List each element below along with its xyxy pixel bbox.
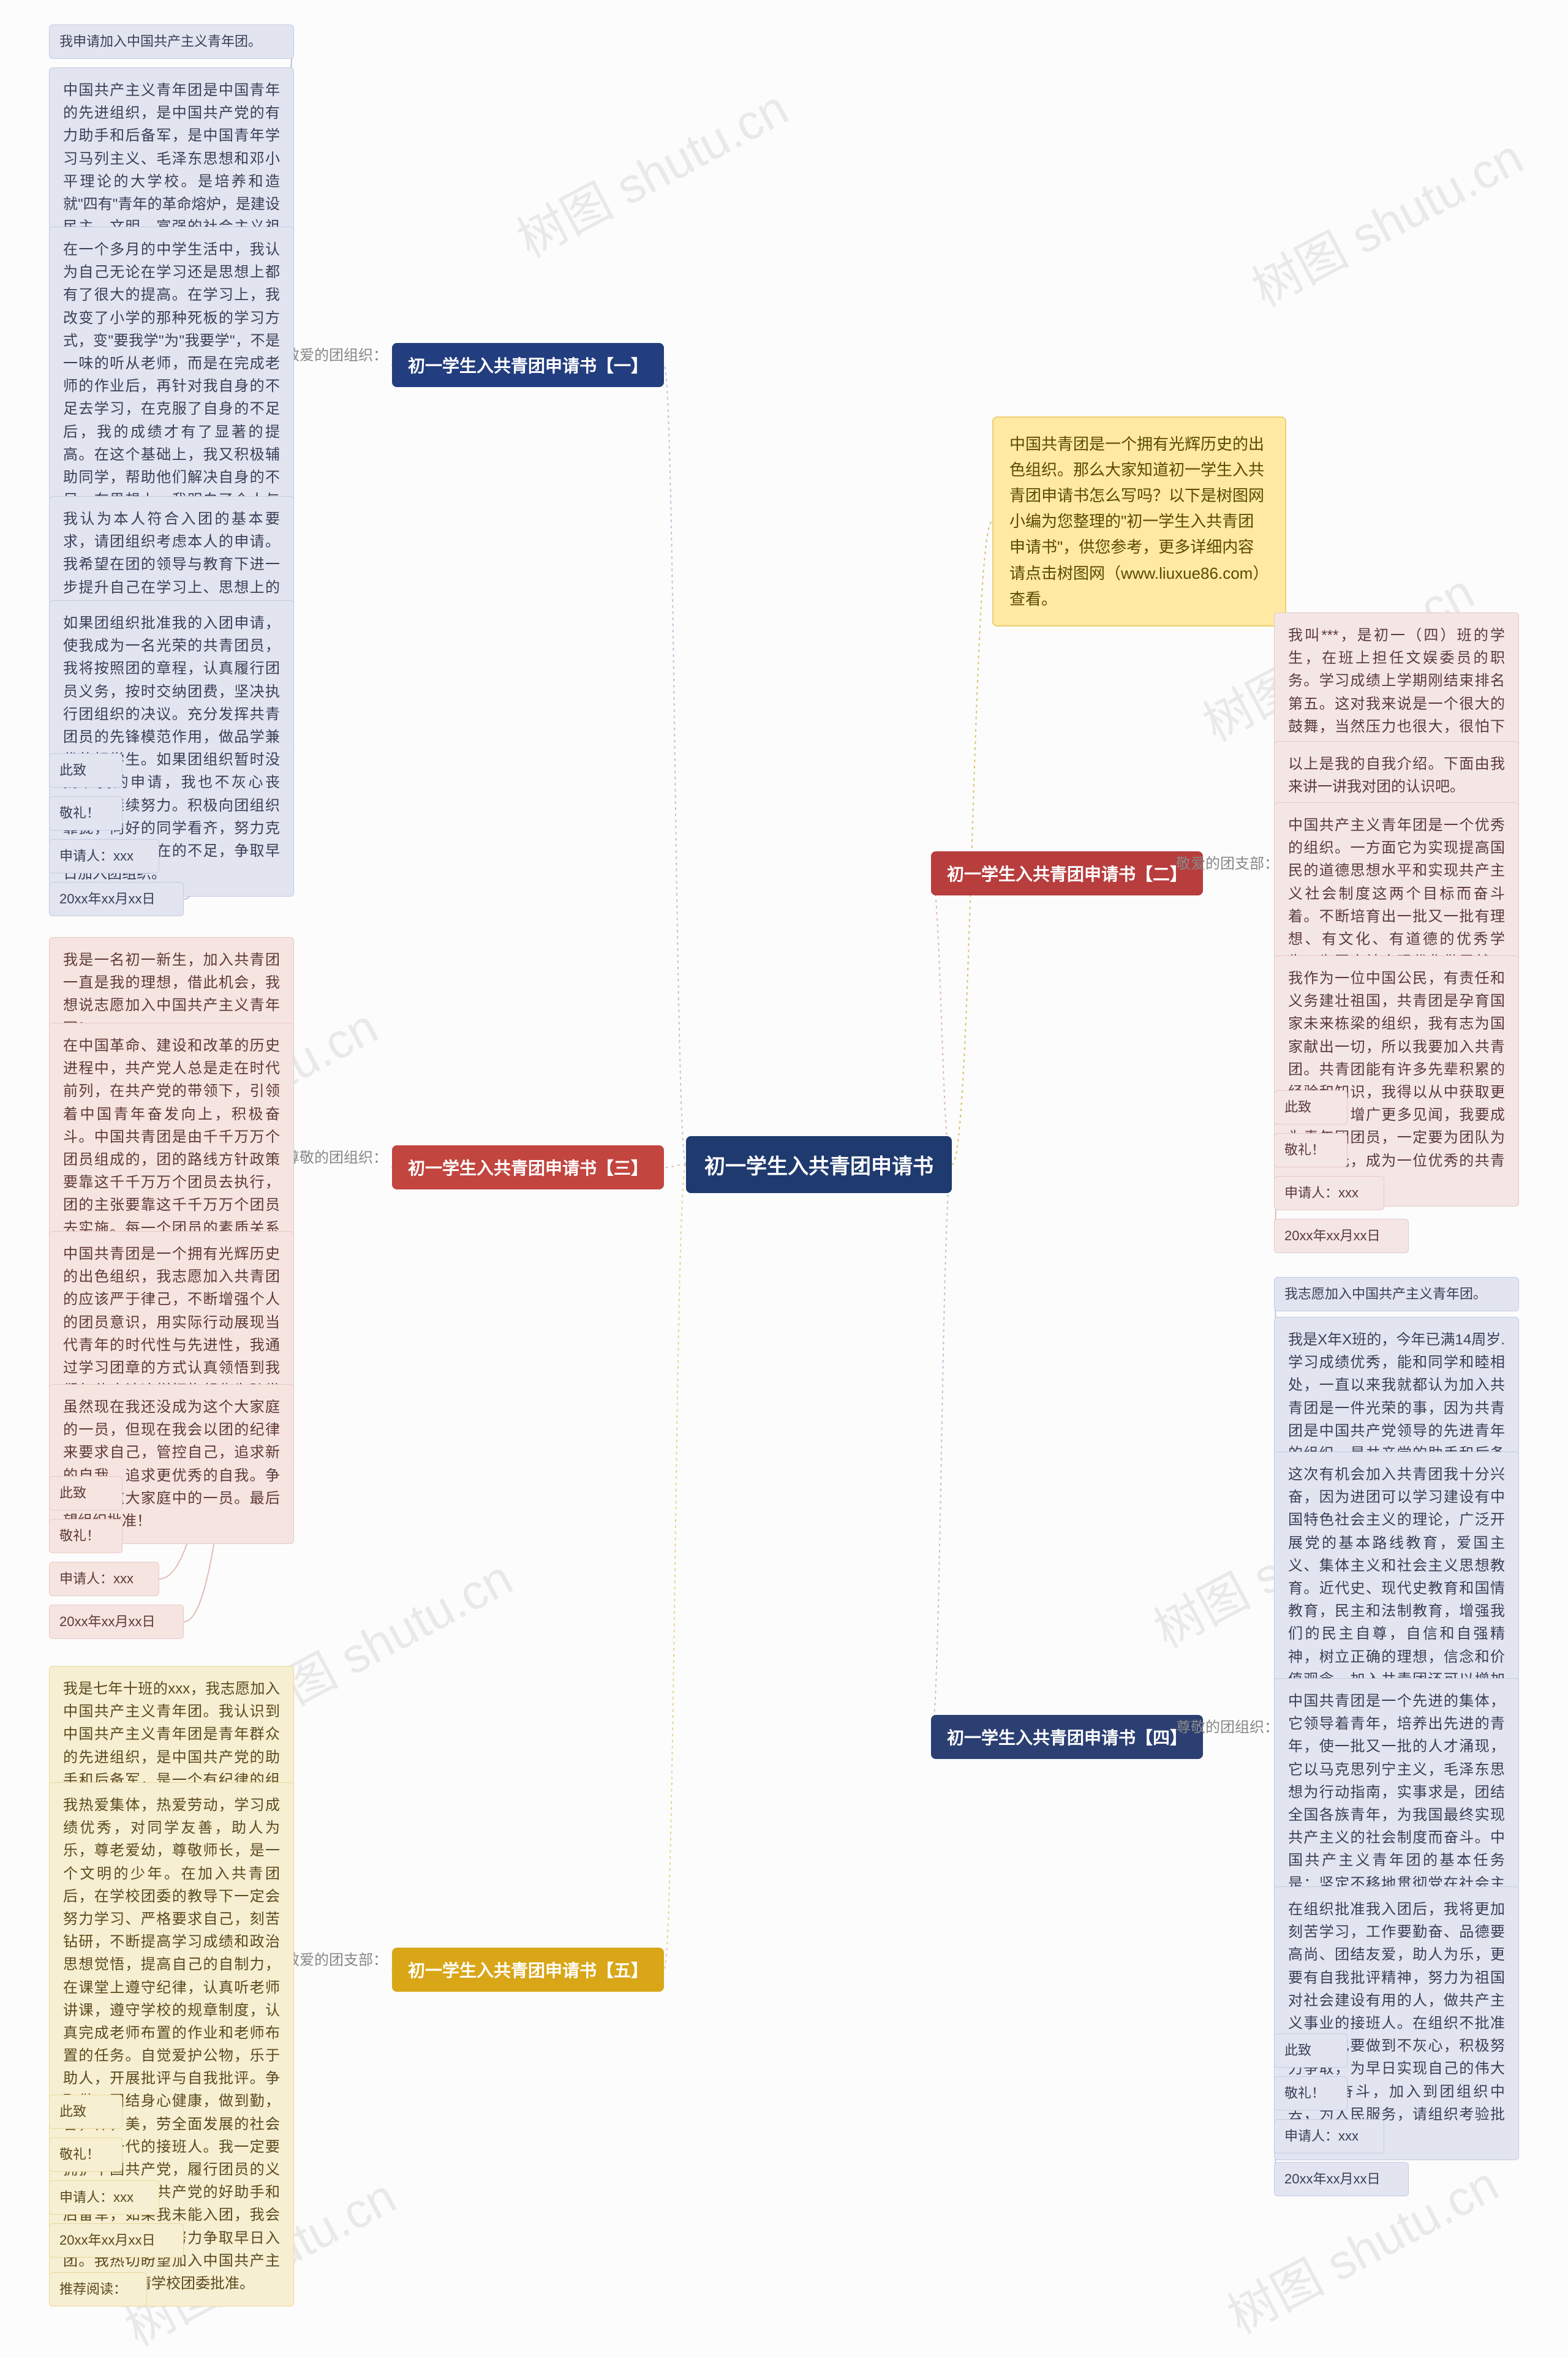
leaf-node: 20xx年xx月xx日 <box>49 882 184 916</box>
leaf-node: 敬礼！ <box>1274 1133 1348 1167</box>
leaf-node: 敬礼！ <box>1274 2076 1348 2111</box>
watermark: 树图 shutu.cn <box>503 69 798 271</box>
leaf-node: 推荐阅读： <box>49 2272 147 2307</box>
leaf-node: 此致 <box>49 2095 123 2129</box>
leaf-node: 我志愿加入中国共产主义青年团。 <box>1274 1277 1519 1311</box>
leaf-node: 此致 <box>1274 2033 1348 2068</box>
leaf-node: 20xx年xx月xx日 <box>1274 2162 1409 2196</box>
watermark: 树图 shutu.cn <box>1238 118 1533 320</box>
leaf-node: 以上是我的自我介绍。下面由我来讲一讲我对团的认识吧。 <box>1274 741 1519 810</box>
branch-node: 初一学生入共青团申请书【一】 <box>392 343 664 387</box>
connector-label: 尊敬的团组织： <box>1176 1715 1279 1736</box>
leaf-node: 我申请加入中国共产主义青年团。 <box>49 24 294 59</box>
connector-label: 敬爱的团支部： <box>1176 851 1279 873</box>
leaf-node: 申请人：xxx <box>49 839 159 873</box>
leaf-node: 申请人：xxx <box>49 1562 159 1596</box>
leaf-node: 此致 <box>1274 1090 1348 1124</box>
leaf-node: 此致 <box>49 1476 123 1510</box>
center-node: 初一学生入共青团申请书 <box>686 1136 952 1193</box>
branch-node: 初一学生入共青团申请书【四】 <box>931 1715 1203 1759</box>
intro-node: 中国共青团是一个拥有光辉历史的出色组织。那么大家知道初一学生入共青团申请书怎么写… <box>992 416 1286 627</box>
leaf-node: 申请人：xxx <box>1274 2119 1384 2153</box>
branch-node: 初一学生入共青团申请书【三】 <box>392 1145 664 1189</box>
leaf-node: 此致 <box>49 753 123 788</box>
leaf-node: 20xx年xx月xx日 <box>49 1605 184 1639</box>
leaf-node: 敬礼！ <box>49 2138 123 2172</box>
connector-label: 敬爱的团组织： <box>285 343 388 364</box>
branch-node: 初一学生入共青团申请书【五】 <box>392 1948 664 1992</box>
connector-label: 敬爱的团支部： <box>285 1948 388 1969</box>
leaf-node: 敬礼！ <box>49 1519 123 1553</box>
branch-node: 初一学生入共青团申请书【二】 <box>931 851 1203 895</box>
connector-label: 尊敬的团组织： <box>285 1145 388 1167</box>
leaf-node: 申请人：xxx <box>1274 1176 1384 1210</box>
leaf-node: 20xx年xx月xx日 <box>1274 1219 1409 1253</box>
leaf-node: 申请人：xxx <box>49 2180 159 2215</box>
leaf-node: 我作为一位中国公民，有责任和义务建壮祖国，共青团是孕育国家未来栋梁的组织，我有志… <box>1274 955 1519 1207</box>
leaf-node: 敬礼！ <box>49 796 123 831</box>
leaf-node: 20xx年xx月xx日 <box>49 2223 184 2258</box>
